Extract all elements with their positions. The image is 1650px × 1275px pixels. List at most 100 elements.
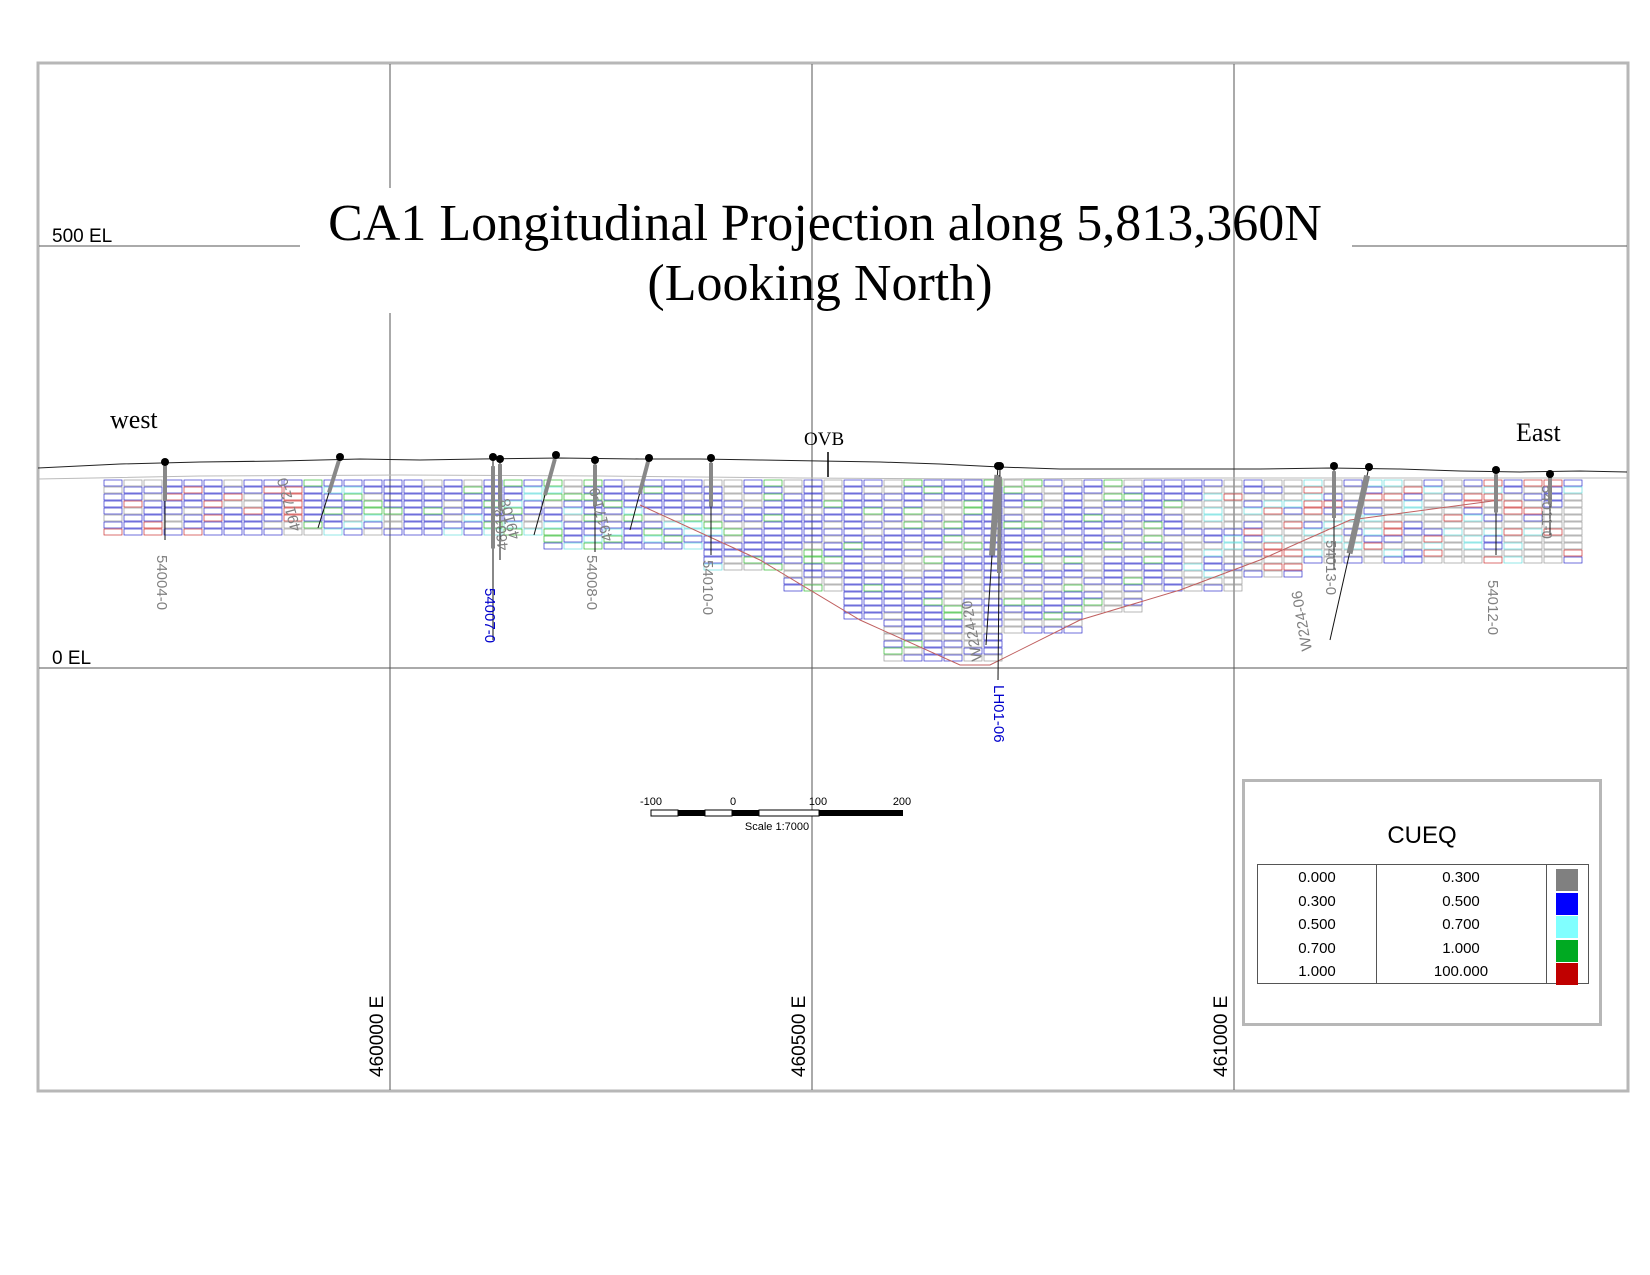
model-block — [783, 507, 803, 515]
legend-from: 0.000 — [1298, 869, 1336, 886]
model-block — [683, 500, 703, 508]
model-block — [503, 493, 523, 501]
model-block — [763, 507, 783, 515]
model-block — [1083, 521, 1103, 529]
model-block — [343, 479, 363, 487]
model-block — [1383, 535, 1403, 543]
model-block — [803, 493, 823, 501]
model-block — [283, 514, 303, 522]
model-block — [1083, 535, 1103, 543]
model-block — [143, 479, 163, 487]
drillhole-label: 54013-0 — [1322, 540, 1339, 595]
model-block — [1063, 591, 1083, 599]
legend-from: 0.500 — [1298, 916, 1336, 933]
model-block — [1203, 493, 1223, 501]
model-block — [1003, 563, 1023, 571]
model-block — [263, 493, 283, 501]
model-block — [563, 528, 583, 536]
model-block — [1163, 584, 1183, 592]
model-block — [1263, 521, 1283, 529]
model-block — [963, 493, 983, 501]
model-block — [983, 479, 1003, 487]
model-block — [1103, 605, 1123, 613]
model-block — [1243, 514, 1263, 522]
model-block — [743, 514, 763, 522]
model-block — [843, 528, 863, 536]
model-block — [1063, 563, 1083, 571]
model-block — [963, 647, 983, 655]
model-block — [223, 486, 243, 494]
model-block — [963, 528, 983, 536]
drillhole-collar — [591, 456, 599, 464]
model-block — [463, 528, 483, 536]
model-block — [883, 577, 903, 585]
model-block — [443, 507, 463, 515]
model-block — [1023, 528, 1043, 536]
model-block — [523, 479, 543, 487]
model-block — [363, 493, 383, 501]
model-block — [883, 570, 903, 578]
legend-title: CUEQ — [1387, 822, 1457, 849]
model-block — [1523, 507, 1543, 515]
model-block — [763, 493, 783, 501]
model-block — [1543, 500, 1563, 508]
model-block — [1443, 500, 1463, 508]
model-block — [663, 535, 683, 543]
model-block — [1023, 549, 1043, 557]
model-block — [103, 486, 123, 494]
model-block — [1363, 507, 1383, 515]
model-block — [1143, 500, 1163, 508]
model-block — [943, 507, 963, 515]
model-block — [1283, 493, 1303, 501]
model-block — [883, 619, 903, 627]
model-block — [703, 549, 723, 557]
model-block — [103, 500, 123, 508]
model-block — [1523, 556, 1543, 564]
model-block — [1063, 507, 1083, 515]
model-block — [763, 528, 783, 536]
model-block — [823, 549, 843, 557]
model-block — [1183, 493, 1203, 501]
model-block — [203, 486, 223, 494]
model-block — [1443, 535, 1463, 543]
model-block — [1463, 528, 1483, 536]
model-block — [1323, 542, 1343, 550]
model-block — [1163, 577, 1183, 585]
model-block — [1543, 556, 1563, 564]
drillhole-collar — [1492, 466, 1500, 474]
model-block — [1503, 500, 1523, 508]
model-block — [863, 584, 883, 592]
model-block — [623, 521, 643, 529]
model-block — [1023, 612, 1043, 620]
model-block — [143, 528, 163, 536]
model-block — [1403, 486, 1423, 494]
model-block — [1083, 591, 1103, 599]
model-block — [943, 584, 963, 592]
model-block — [923, 626, 943, 634]
model-block — [1483, 549, 1503, 557]
model-block — [1163, 542, 1183, 550]
model-block — [1023, 542, 1043, 550]
model-block — [1063, 577, 1083, 585]
model-block — [763, 486, 783, 494]
model-block — [263, 500, 283, 508]
model-block — [803, 563, 823, 571]
model-block — [1043, 619, 1063, 627]
model-block — [103, 528, 123, 536]
model-block — [1123, 563, 1143, 571]
model-block — [203, 500, 223, 508]
model-block — [1503, 486, 1523, 494]
model-block — [1403, 549, 1423, 557]
model-block — [1383, 528, 1403, 536]
model-block — [123, 493, 143, 501]
model-block — [1383, 556, 1403, 564]
model-block — [1483, 479, 1503, 487]
model-block — [723, 563, 743, 571]
model-block — [923, 563, 943, 571]
model-block — [563, 493, 583, 501]
model-block — [1183, 577, 1203, 585]
model-block — [283, 507, 303, 515]
model-block — [1303, 556, 1323, 564]
model-block — [1023, 577, 1043, 585]
model-block — [923, 514, 943, 522]
